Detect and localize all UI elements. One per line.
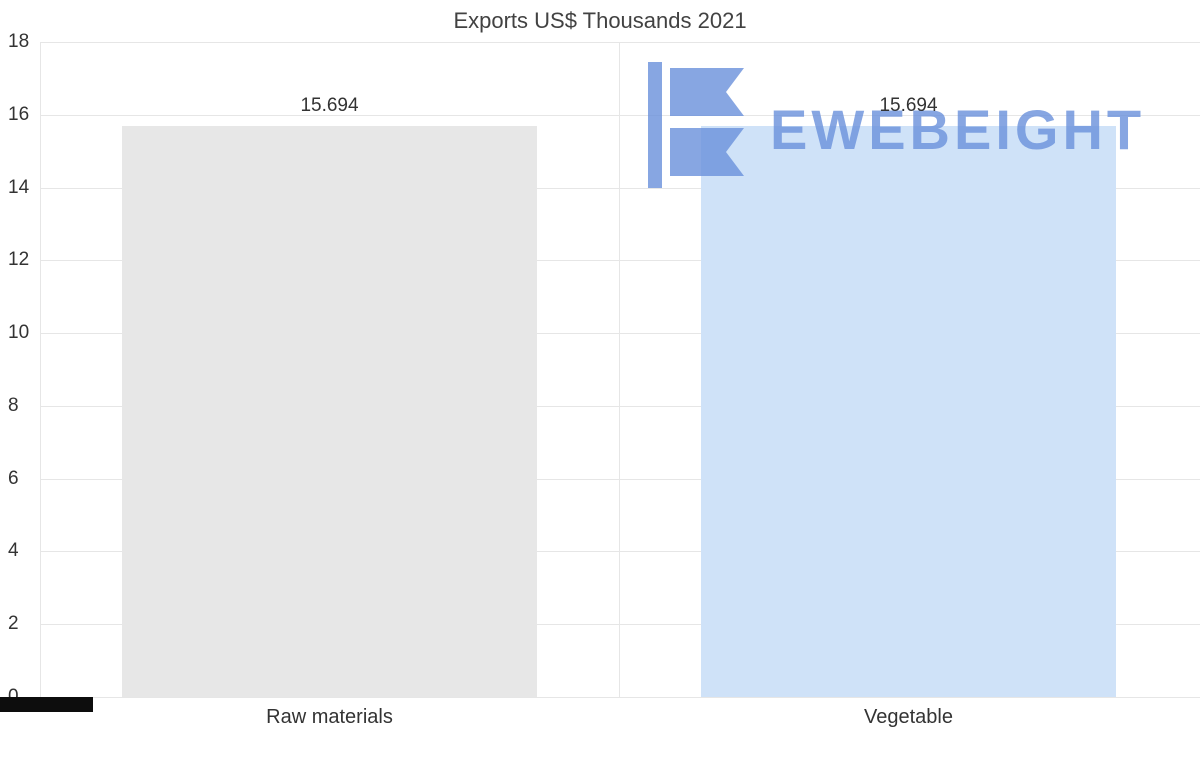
gridline	[40, 42, 1200, 43]
gridline	[40, 114, 1200, 116]
y-axis-tick-label: 2	[8, 613, 19, 635]
gridline-vertical	[40, 42, 41, 697]
x-axis-category-label: Vegetable	[864, 706, 953, 728]
gridline	[40, 260, 1200, 262]
gridline	[40, 333, 1200, 335]
gridline	[40, 478, 1200, 480]
y-axis-tick-label: 8	[8, 394, 19, 416]
chart-title: Exports US$ Thousands 2021	[453, 8, 747, 33]
gridline-vertical	[619, 42, 620, 697]
gridline	[40, 405, 1200, 407]
y-axis-tick-label: 10	[8, 322, 30, 344]
y-axis-tick-label: 0	[8, 686, 38, 708]
y-axis-tick-label: 12	[8, 249, 30, 271]
y-axis-tick-label: 4	[8, 540, 19, 562]
gridline	[40, 697, 1200, 698]
bar-value-label: 15.694	[300, 94, 359, 116]
bar-value-label: 15.694	[879, 94, 938, 116]
y-axis-tick-label: 18	[8, 31, 30, 52]
bar-raw-materials[interactable]	[122, 125, 537, 697]
y-axis-tick-label: 14	[8, 176, 30, 198]
bar-vegetable[interactable]	[701, 125, 1116, 697]
y-axis-tick-label: 6	[8, 467, 19, 489]
gridline	[40, 187, 1200, 189]
gridline	[40, 624, 1200, 626]
y-axis-tick-label: 16	[8, 103, 30, 125]
axis-strip	[0, 697, 93, 712]
gridline	[40, 551, 1200, 553]
x-axis-category-label: Raw materials	[266, 706, 393, 728]
